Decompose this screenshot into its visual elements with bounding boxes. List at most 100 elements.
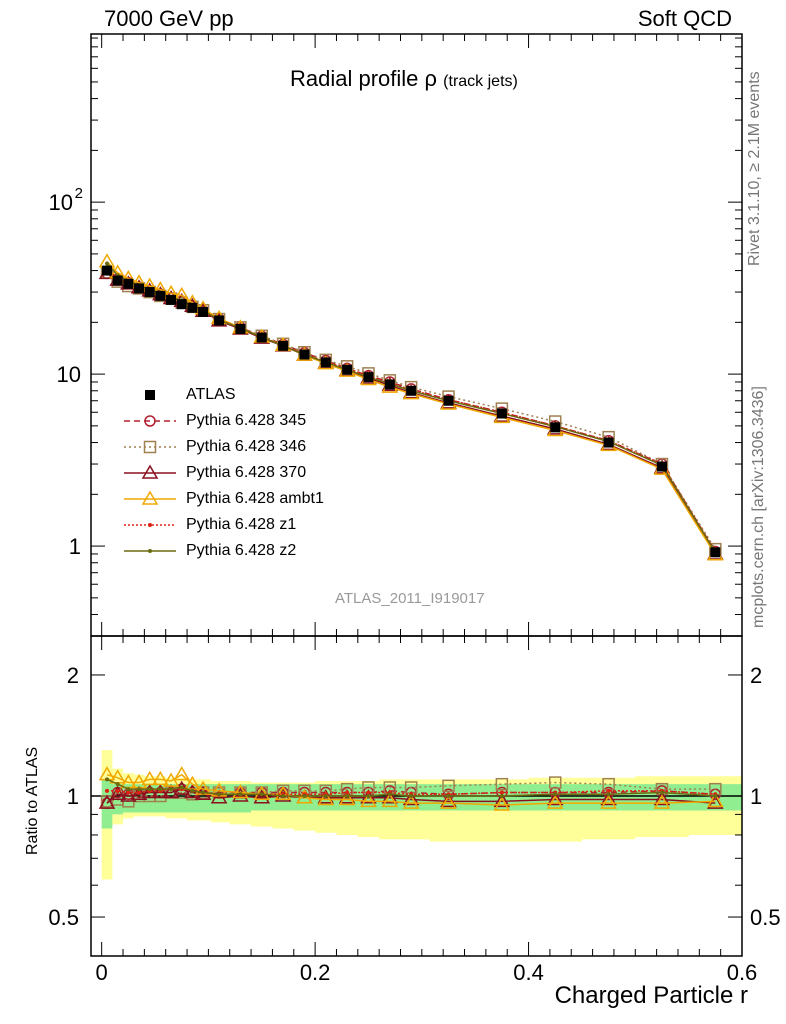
ratio-point: [495, 777, 509, 791]
ratio-y-tick-label-right: 0.5: [750, 905, 781, 930]
data-point: [235, 323, 246, 334]
legend-entry: ATLAS: [120, 383, 236, 407]
ratio-point: [360, 789, 377, 804]
data-point: [102, 265, 113, 276]
data-point: [603, 437, 614, 448]
series-line: [106, 271, 716, 550]
data-point: [144, 287, 155, 298]
legend-label: Pythia 6.428 370: [186, 464, 307, 481]
legend-label: Pythia 6.428 346: [186, 438, 307, 455]
data-point: [105, 261, 110, 266]
legend-swatch: [124, 523, 176, 527]
ratio-point: [115, 788, 120, 793]
data-point: [656, 461, 667, 472]
x-tick-label: 0.2: [300, 960, 331, 985]
series-atlas: [102, 265, 721, 558]
legend-label: Pythia 6.428 345: [186, 412, 307, 429]
ratio-point: [499, 790, 504, 795]
legend-swatch: [124, 464, 176, 479]
legend-marker: [148, 523, 152, 527]
ratio-point: [442, 779, 455, 793]
legend-swatch: [145, 390, 155, 400]
ratio-point: [141, 770, 159, 786]
legend-swatch: [124, 549, 176, 553]
legend-label: ATLAS: [186, 386, 236, 403]
ratio-point: [126, 787, 131, 792]
ratio-point: [606, 788, 611, 793]
ratio-point: [259, 792, 264, 797]
legend-entry: Pythia 6.428 z1: [120, 513, 296, 537]
data-point: [198, 306, 209, 317]
ratio-point: [606, 792, 611, 797]
ratio-point: [317, 791, 335, 806]
ratio-point: [201, 790, 206, 795]
ratio-point: [653, 791, 671, 806]
ratio-y-tick-label: 1: [67, 784, 79, 809]
ratio-point: [109, 785, 126, 801]
legend-marker: [143, 440, 157, 454]
ratio-point: [366, 790, 371, 795]
data-point: [187, 302, 198, 313]
ratio-point: [302, 794, 307, 798]
ratio-point: [126, 790, 131, 795]
legend-swatch: [124, 415, 176, 427]
ratio-point: [402, 791, 420, 806]
ratio-y-tick-label-right: 2: [750, 663, 762, 688]
ratio-point: [232, 784, 249, 799]
ratio-series-pythia-6-428-z2: [105, 777, 718, 798]
data-point: [342, 364, 353, 375]
ratio-point: [493, 796, 511, 811]
ratio-point: [158, 787, 163, 792]
y-tick-label: 10: [57, 362, 81, 387]
ratio-point: [366, 794, 371, 798]
ratio-point: [147, 787, 152, 792]
ratio-point: [323, 794, 328, 798]
ratio-line: [106, 788, 716, 804]
data-point: [176, 299, 187, 310]
chart-title-text: Radial profile: [290, 66, 419, 91]
ratio-point: [120, 787, 137, 802]
data-point: [112, 275, 123, 286]
legend-entry: Pythia 6.428 346: [120, 435, 306, 459]
ratio-point: [169, 787, 174, 792]
analysis-watermark: ATLAS_2011_I919017: [335, 590, 485, 607]
ratio-point: [440, 794, 457, 809]
y-tick-label: 10: [49, 190, 73, 215]
ratio-point: [381, 789, 399, 804]
ratio-point: [707, 792, 724, 808]
data-point: [550, 422, 561, 433]
ratio-point: [409, 794, 414, 798]
data-point: [320, 357, 331, 368]
legend-marker: [145, 390, 155, 400]
ratio-point: [338, 789, 356, 804]
legend-label: Pythia 6.428 ambt1: [186, 490, 324, 507]
ratio-point: [210, 789, 228, 804]
ratio-point: [440, 792, 457, 808]
ratio-point: [105, 777, 110, 782]
header-energy: 7000 GeV pp: [104, 6, 234, 31]
ratio-point: [274, 785, 292, 801]
ratio-point: [546, 791, 564, 806]
legend-marker: [144, 415, 156, 427]
ratio-point: [653, 794, 671, 809]
ratio-point: [238, 792, 243, 797]
ratio-point: [137, 790, 142, 795]
y-tick-label-exp: 2: [75, 185, 83, 202]
legend-entry: Pythia 6.428 345: [120, 409, 306, 433]
legend-label: Pythia 6.428 z1: [186, 516, 297, 533]
ratio-point: [553, 792, 558, 797]
chart-title: Radial profile ρ (track jets): [290, 66, 518, 92]
ratio-point: [296, 789, 313, 804]
ratio-point: [360, 792, 377, 808]
legend-swatch: [124, 440, 176, 454]
ratio-point: [105, 788, 110, 793]
ratio-point: [152, 770, 169, 786]
data-point: [166, 294, 177, 305]
legend-label: Pythia 6.428 z2: [186, 542, 297, 559]
ratio-point: [713, 794, 718, 798]
ratio-point: [600, 791, 617, 806]
ratio-point: [190, 788, 195, 793]
ratio-point: [115, 782, 120, 787]
legend-marker: [141, 464, 159, 479]
